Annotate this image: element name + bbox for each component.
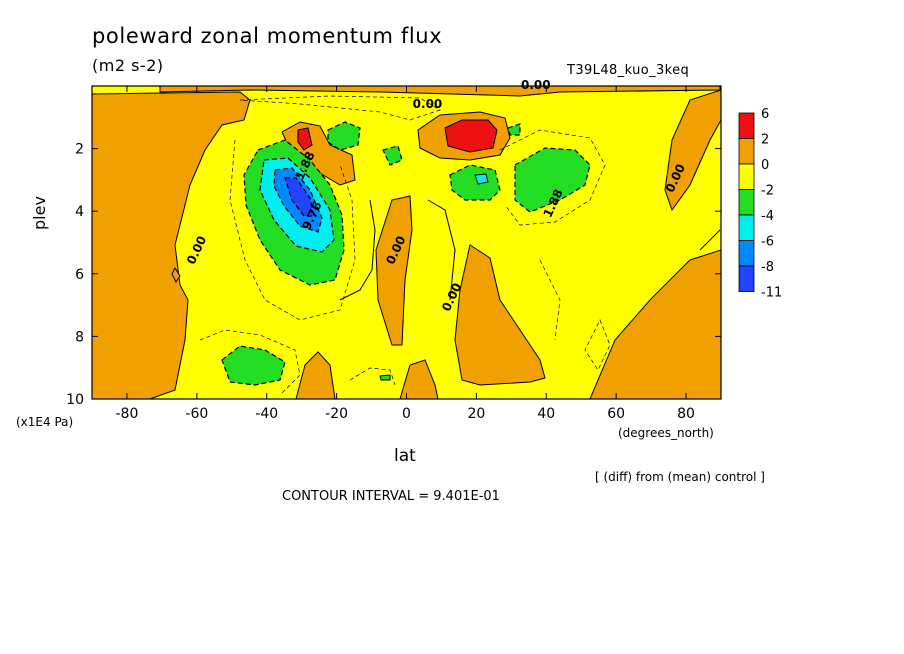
region-red-sw-jet (297, 127, 313, 151)
x-axis-label: lat (394, 446, 416, 466)
x-tick-label: 0 (402, 406, 411, 422)
colorbar-label: -6 (761, 235, 774, 250)
dashed-negative-contours (199, 95, 611, 396)
region-green-south-upper (327, 121, 361, 151)
region-green-south-surface (221, 345, 286, 386)
region-orange-bottom-center (399, 359, 439, 399)
x-tick-label: 80 (677, 406, 695, 422)
colorbar-swatch (738, 138, 755, 165)
y-axis-unit: (x1E4 Pa) (16, 415, 74, 429)
contour-label: 0.00 (413, 97, 443, 111)
region-orange-central (375, 195, 413, 346)
colorbar-label: 0 (761, 158, 769, 173)
colorbar-swatch (738, 112, 755, 139)
colorbar-label: 6 (761, 107, 769, 122)
region-green-north-trop (449, 164, 501, 201)
region-orange-west-b (171, 266, 181, 283)
colorbar-label: -4 (761, 209, 774, 224)
colorbar-swatch (738, 265, 755, 292)
x-axis: -80 -60 -40 -20 0 20 40 60 80 (116, 86, 695, 422)
region-green-equator-upper (382, 145, 403, 166)
y-tick-label: 10 (66, 392, 84, 408)
colorbar: 6 2 0 -2 -4 -6 -8 -11 (738, 107, 782, 301)
colorbar-swatch (738, 214, 755, 241)
region-red-core (444, 119, 498, 153)
region-orange-west (92, 91, 251, 399)
colorbar-label: 2 (761, 133, 769, 148)
chart-title: poleward zonal momentum flux (92, 24, 443, 48)
x-tick-label: -20 (325, 406, 348, 422)
y-axis: 2 4 6 8 10 (66, 142, 721, 408)
region-green-north-mid (514, 147, 591, 213)
contour-interval: CONTOUR INTERVAL = 9.401E-01 (282, 489, 500, 504)
colorbar-swatch (738, 189, 755, 216)
colorbar-label: -2 (761, 184, 774, 199)
region-green-north-upper (507, 123, 521, 136)
colorbar-swatch (738, 240, 755, 267)
region-green-equator-surface (379, 374, 391, 381)
x-tick-label: 60 (607, 406, 625, 422)
chart-units: (m2 s-2) (92, 56, 164, 75)
y-tick-label: 8 (75, 329, 84, 345)
region-orange-top (159, 86, 721, 97)
region-darkblue-south-lobe (284, 177, 315, 217)
region-orange-bottom-left (295, 351, 336, 399)
colorbar-label: -11 (761, 286, 782, 301)
region-orange-south (454, 244, 546, 386)
contour-field (92, 86, 721, 399)
colorbar-swatch (738, 163, 755, 190)
x-tick-label: -80 (116, 406, 139, 422)
zero-contours (339, 199, 721, 301)
diff-note: [ (diff) from (mean) control ] (595, 470, 765, 484)
colorbar-label: -8 (761, 260, 774, 275)
y-tick-label: 6 (75, 267, 84, 283)
x-tick-label: 40 (537, 406, 555, 422)
x-tick-label: -40 (255, 406, 278, 422)
x-axis-unit: (degrees_north) (618, 426, 714, 440)
x-tick-label: -60 (185, 406, 208, 422)
region-orange-southeast (589, 249, 721, 399)
y-tick-label: 4 (75, 204, 84, 220)
region-cyan-north-trop (474, 173, 489, 185)
run-id: T39L48_kuo_3keq (567, 63, 690, 78)
region-orange-east (664, 89, 721, 212)
x-tick-label: 20 (467, 406, 485, 422)
y-tick-label: 2 (75, 142, 84, 158)
contour-label: 0.00 (521, 78, 551, 92)
